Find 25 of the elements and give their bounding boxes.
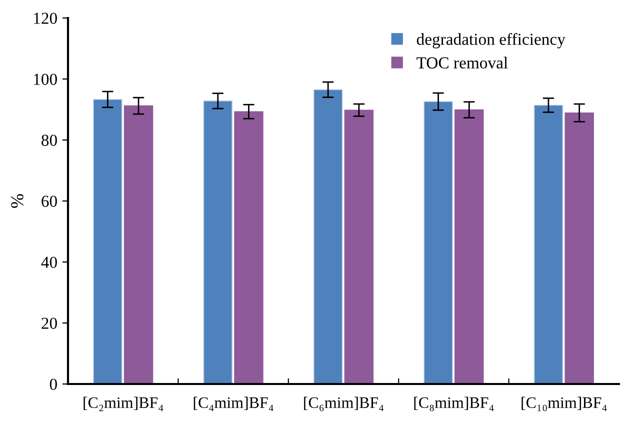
y-tick-label: 0 <box>50 378 57 390</box>
bar <box>93 99 122 384</box>
y-tick-label: 80 <box>42 134 57 146</box>
y-tick-label: 40 <box>41 256 57 268</box>
x-tick-label: [C₁₀mim]BF₄ <box>522 396 607 412</box>
y-tick-label: 120 <box>34 12 57 24</box>
x-tick-label: [C₆mim]BF₄ <box>304 396 384 412</box>
legend-label: TOC removal <box>416 56 508 68</box>
y-tick-label: 100 <box>34 74 57 85</box>
bar <box>344 110 374 384</box>
bar <box>234 111 264 384</box>
bar <box>424 101 453 384</box>
x-tick-label: [C₂mim]BF₄ <box>84 396 164 412</box>
y-axis-title: % <box>11 194 24 208</box>
bar <box>313 89 343 384</box>
x-tick-label: [C₈mim]BF₄ <box>414 396 494 412</box>
bar <box>454 109 484 384</box>
x-tick-label: [C₄mim]BF₄ <box>194 396 274 412</box>
y-tick-label: 60 <box>42 196 57 207</box>
legend-label: degradation efficiency <box>416 33 566 48</box>
bar <box>534 104 564 384</box>
bar <box>203 100 232 384</box>
y-tick-label: 20 <box>42 318 57 329</box>
bar <box>124 105 154 384</box>
bar <box>564 112 594 384</box>
